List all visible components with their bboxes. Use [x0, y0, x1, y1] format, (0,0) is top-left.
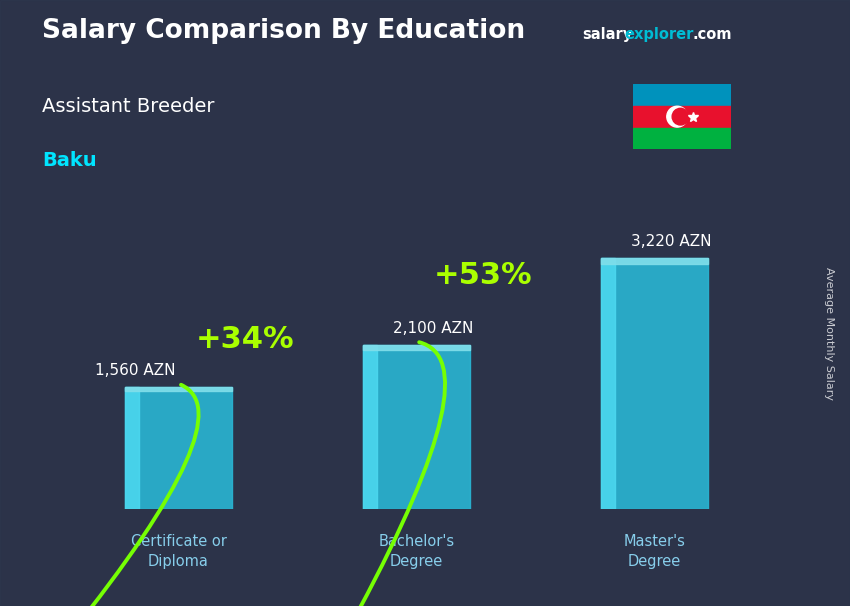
- Text: 1,560 AZN: 1,560 AZN: [95, 363, 176, 378]
- Bar: [363, 345, 377, 509]
- Circle shape: [666, 106, 688, 127]
- Text: 2,100 AZN: 2,100 AZN: [393, 321, 473, 336]
- Bar: [125, 387, 232, 509]
- Bar: [601, 258, 708, 264]
- Text: Bachelor's
Degree: Bachelor's Degree: [378, 534, 455, 569]
- Bar: [125, 387, 232, 390]
- Text: Certificate or
Diploma: Certificate or Diploma: [131, 534, 226, 569]
- Text: explorer: explorer: [625, 27, 694, 42]
- Bar: [633, 127, 731, 149]
- Circle shape: [672, 108, 688, 125]
- Text: Average Monthly Salary: Average Monthly Salary: [824, 267, 834, 400]
- Bar: [363, 345, 470, 350]
- Bar: [125, 387, 139, 509]
- Text: +34%: +34%: [196, 325, 294, 354]
- Text: +53%: +53%: [434, 261, 532, 290]
- Bar: [363, 345, 470, 509]
- Text: 3,220 AZN: 3,220 AZN: [631, 234, 711, 249]
- Text: .com: .com: [693, 27, 732, 42]
- Text: Assistant Breeder: Assistant Breeder: [42, 97, 215, 116]
- Text: Master's
Degree: Master's Degree: [624, 534, 685, 569]
- Text: Baku: Baku: [42, 152, 97, 170]
- Bar: [633, 106, 731, 127]
- Bar: [601, 258, 708, 509]
- Bar: [601, 258, 615, 509]
- Bar: [633, 84, 731, 106]
- Text: Salary Comparison By Education: Salary Comparison By Education: [42, 18, 525, 44]
- Text: salary: salary: [582, 27, 632, 42]
